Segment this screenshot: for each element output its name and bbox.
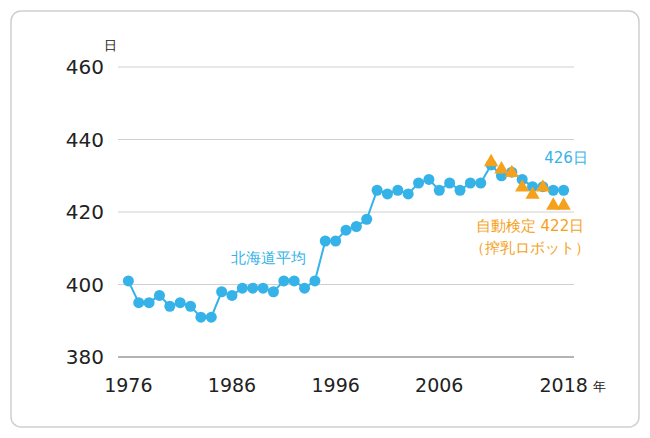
y-tick-label: 440 [66, 128, 104, 152]
frame [11, 11, 639, 427]
circle-marker [195, 312, 206, 323]
circle-marker [247, 283, 258, 294]
circle-marker [154, 290, 165, 301]
triangle-marker [515, 179, 529, 191]
grid-line [118, 139, 574, 140]
triangle-marker [536, 179, 550, 191]
circle-marker [309, 275, 320, 286]
circle-marker [164, 301, 175, 312]
chart: 380 400 420 440 460 1976 1986 1996 2006 2018 日年 北海道… [0, 0, 650, 438]
annotation: 自動検定 422日 [476, 217, 584, 235]
circle-marker [227, 290, 238, 301]
triangle-marker [557, 197, 571, 209]
circle-marker [123, 275, 134, 286]
circle-marker [465, 178, 476, 189]
circle-marker [382, 188, 393, 199]
x-tick-label: 1986 [208, 374, 256, 396]
circle-marker [299, 283, 310, 294]
y-tick-label: 380 [66, 345, 104, 369]
circle-marker [216, 286, 227, 297]
x-tick-label: 1996 [311, 374, 359, 396]
x-axis-label: 年 [593, 379, 606, 394]
circle-marker [423, 174, 434, 185]
y-tick-label: 420 [66, 200, 104, 224]
circle-marker [403, 188, 414, 199]
circle-marker [548, 185, 559, 196]
circle-marker [289, 275, 300, 286]
grid-line [118, 67, 574, 68]
annotation: （搾乳ロボット） [470, 239, 590, 257]
circle-marker [434, 185, 445, 196]
x-tick-label: 2018 [539, 374, 587, 396]
circle-marker [133, 297, 144, 308]
y-tick-label: 400 [66, 273, 104, 297]
x-axis-line [118, 357, 574, 358]
circle-marker [258, 283, 269, 294]
circle-marker [268, 286, 279, 297]
circle-marker [361, 214, 372, 225]
circle-marker [444, 178, 455, 189]
triangle-marker [505, 165, 519, 177]
circle-marker [175, 297, 186, 308]
circle-marker [206, 312, 217, 323]
circle-marker [413, 178, 424, 189]
circle-marker [320, 236, 331, 247]
circle-marker [341, 225, 352, 236]
circle-marker [351, 221, 362, 232]
y-axis-label: 日 [104, 38, 117, 53]
grid-line [118, 284, 574, 285]
triangle-marker [484, 154, 498, 166]
circle-marker [372, 185, 383, 196]
x-tick-label: 1976 [104, 374, 152, 396]
circle-marker [330, 236, 341, 247]
grid-line [118, 212, 574, 213]
y-tick-label: 460 [66, 55, 104, 79]
circle-marker [278, 275, 289, 286]
x-tick-label: 2006 [415, 374, 463, 396]
grid-line [118, 357, 574, 358]
triangle-marker [494, 161, 508, 173]
series-label: 北海道平均 [231, 249, 306, 267]
circle-marker [455, 185, 466, 196]
circle-marker [475, 178, 486, 189]
circle-marker [185, 301, 196, 312]
triangle-marker [525, 186, 539, 198]
circle-marker [558, 185, 569, 196]
circle-marker [144, 297, 155, 308]
circle-marker [237, 283, 248, 294]
circle-marker [392, 185, 403, 196]
annotation: 426日 [544, 149, 588, 167]
